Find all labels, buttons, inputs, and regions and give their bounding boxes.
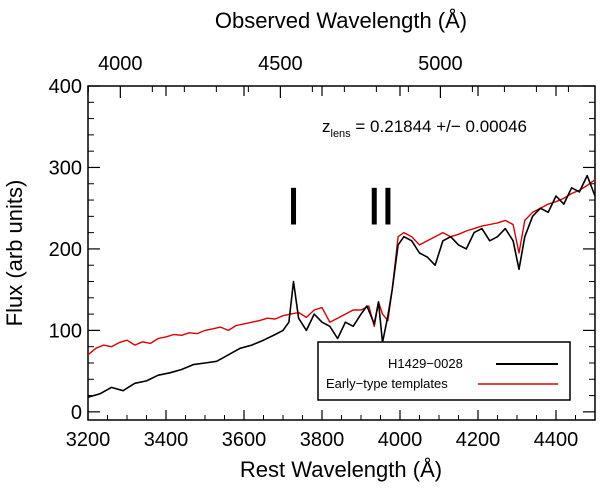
y-axis-title: Flux (arb units) bbox=[2, 180, 27, 327]
y-tick-label-0: 0 bbox=[71, 402, 82, 424]
legend-box bbox=[317, 341, 571, 401]
series-layer bbox=[87, 174, 596, 398]
redshift-value: = 0.21844 +/− 0.00046 bbox=[351, 117, 527, 136]
x-tick-label-0: 3200 bbox=[66, 429, 111, 451]
legend-label-1: Early−type templates bbox=[326, 376, 448, 391]
legend: H1429−0028 Early−type templates bbox=[317, 341, 571, 401]
redshift-annotation: zlens = 0.21844 +/− 0.00046 bbox=[322, 117, 527, 140]
top-axis-title: Observed Wavelength (Å) bbox=[215, 8, 467, 33]
redshift-subscript: lens bbox=[331, 128, 352, 140]
x-tick-label-6: 4400 bbox=[534, 429, 579, 451]
legend-label-0: H1429−0028 bbox=[388, 356, 463, 371]
y-tick-label-3: 300 bbox=[49, 157, 82, 179]
y-tick-label-4: 400 bbox=[49, 76, 82, 98]
x-tick-label-2: 3600 bbox=[222, 429, 267, 451]
x-tick-label-5: 4200 bbox=[456, 429, 501, 451]
y-axis: 0 100 200 300 400 bbox=[49, 76, 595, 424]
x-tick-label-4: 4000 bbox=[378, 429, 423, 451]
redshift-symbol: z bbox=[322, 117, 331, 136]
top-x-tick-label-0: 4000 bbox=[98, 53, 143, 75]
top-x-tick-label-1: 4500 bbox=[258, 53, 303, 75]
top-x-axis: 4000 4500 5000 bbox=[87, 53, 569, 98]
line-markers bbox=[291, 187, 391, 225]
y-tick-label-2: 200 bbox=[49, 239, 82, 261]
bottom-x-axis: 3200 3400 3600 3800 4000 4200 4400 bbox=[66, 86, 596, 451]
x-axis-title: Rest Wavelength (Å) bbox=[240, 457, 442, 482]
y-tick-label-1: 100 bbox=[49, 320, 82, 342]
series-spectrum bbox=[87, 174, 596, 398]
x-tick-label-1: 3400 bbox=[144, 429, 189, 451]
x-tick-label-3: 3800 bbox=[300, 429, 345, 451]
top-x-tick-label-2: 5000 bbox=[418, 53, 463, 75]
series-template bbox=[87, 179, 596, 356]
